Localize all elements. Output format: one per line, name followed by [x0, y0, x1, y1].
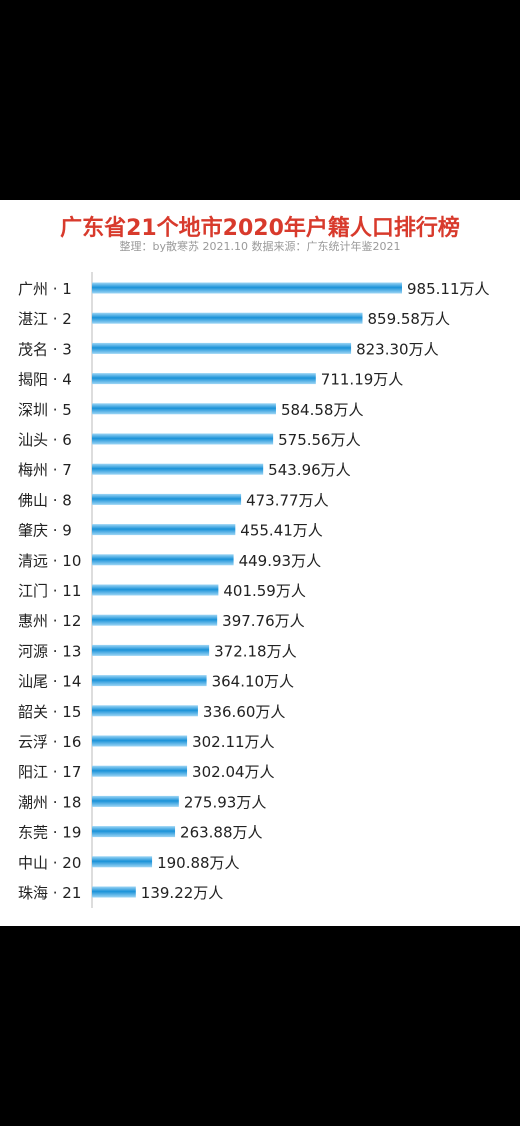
value-label: 263.88万人: [180, 824, 262, 842]
value-label: 859.58万人: [367, 310, 450, 328]
value-label: 302.04万人: [192, 763, 275, 781]
value-label: 985.11万人: [407, 280, 490, 298]
bar: [92, 373, 316, 385]
category-label: 云浮 · 16: [18, 733, 81, 751]
value-label: 823.30万人: [356, 340, 439, 358]
category-label: 惠州 · 12: [18, 612, 81, 630]
category-label: 揭阳 · 4: [18, 371, 72, 389]
value-label: 364.10万人: [212, 673, 295, 691]
category-label: 潮州 · 18: [18, 793, 81, 811]
category-label: 江门 · 11: [18, 582, 81, 600]
bar: [92, 282, 402, 294]
value-label: 302.11万人: [192, 733, 275, 751]
value-label: 275.93万人: [184, 793, 267, 811]
category-label: 肇庆 · 9: [18, 522, 72, 540]
value-label: 575.56万人: [278, 431, 361, 449]
value-label: 473.77万人: [246, 491, 329, 509]
bar: [92, 856, 153, 868]
bar: [92, 554, 234, 566]
bar: [92, 826, 176, 838]
value-label: 336.60万人: [203, 703, 286, 721]
category-label: 佛山 · 8: [18, 491, 72, 509]
category-label: 汕尾 · 14: [18, 673, 81, 691]
bar: [92, 342, 352, 354]
bar: [92, 675, 207, 687]
bar: [92, 312, 363, 324]
bar: [92, 493, 242, 505]
category-label: 韶关 · 15: [18, 703, 81, 721]
value-label: 449.93万人: [239, 552, 322, 570]
value-label: 190.88万人: [157, 854, 240, 872]
bar: [92, 403, 276, 415]
category-label: 广州 · 1: [18, 280, 72, 298]
value-label: 397.76万人: [222, 612, 305, 630]
category-label: 梅州 · 7: [18, 461, 72, 479]
bar: [92, 524, 236, 536]
chart-panel: 广东省21个地市2020年户籍人口排行榜 整理：by散寒苏 2021.10 数据…: [0, 200, 520, 926]
category-label: 清远 · 10: [18, 552, 81, 570]
value-label: 401.59万人: [223, 582, 306, 600]
bar: [92, 584, 219, 596]
value-label: 543.96万人: [268, 461, 351, 479]
bar: [92, 463, 264, 475]
chart-title: 广东省21个地市2020年户籍人口排行榜: [60, 216, 460, 241]
bar: [92, 765, 188, 777]
value-label: 455.41万人: [240, 522, 323, 540]
category-label: 湛江 · 2: [18, 310, 72, 328]
category-label: 茂名 · 3: [18, 340, 72, 358]
category-label: 深圳 · 5: [18, 401, 72, 419]
category-label: 汕头 · 6: [18, 431, 72, 449]
bar: [92, 644, 210, 656]
value-label: 372.18万人: [214, 642, 296, 660]
bar: [92, 433, 274, 445]
bar: [92, 735, 188, 747]
value-label: 139.22万人: [141, 884, 224, 902]
category-label: 阳江 · 17: [18, 763, 81, 781]
value-label: 584.58万人: [281, 401, 364, 419]
category-label: 中山 · 20: [18, 854, 81, 872]
category-label: 东莞 · 19: [18, 824, 81, 842]
category-label: 河源 · 13: [18, 642, 81, 660]
bar: [92, 614, 218, 626]
category-label: 珠海 · 21: [18, 884, 81, 902]
bar: [92, 886, 136, 898]
chart-subtitle: 整理：by散寒苏 2021.10 数据来源：广东统计年鉴2021: [119, 240, 401, 253]
bar: [92, 795, 179, 807]
value-label: 711.19万人: [321, 371, 404, 389]
bar: [92, 705, 198, 717]
